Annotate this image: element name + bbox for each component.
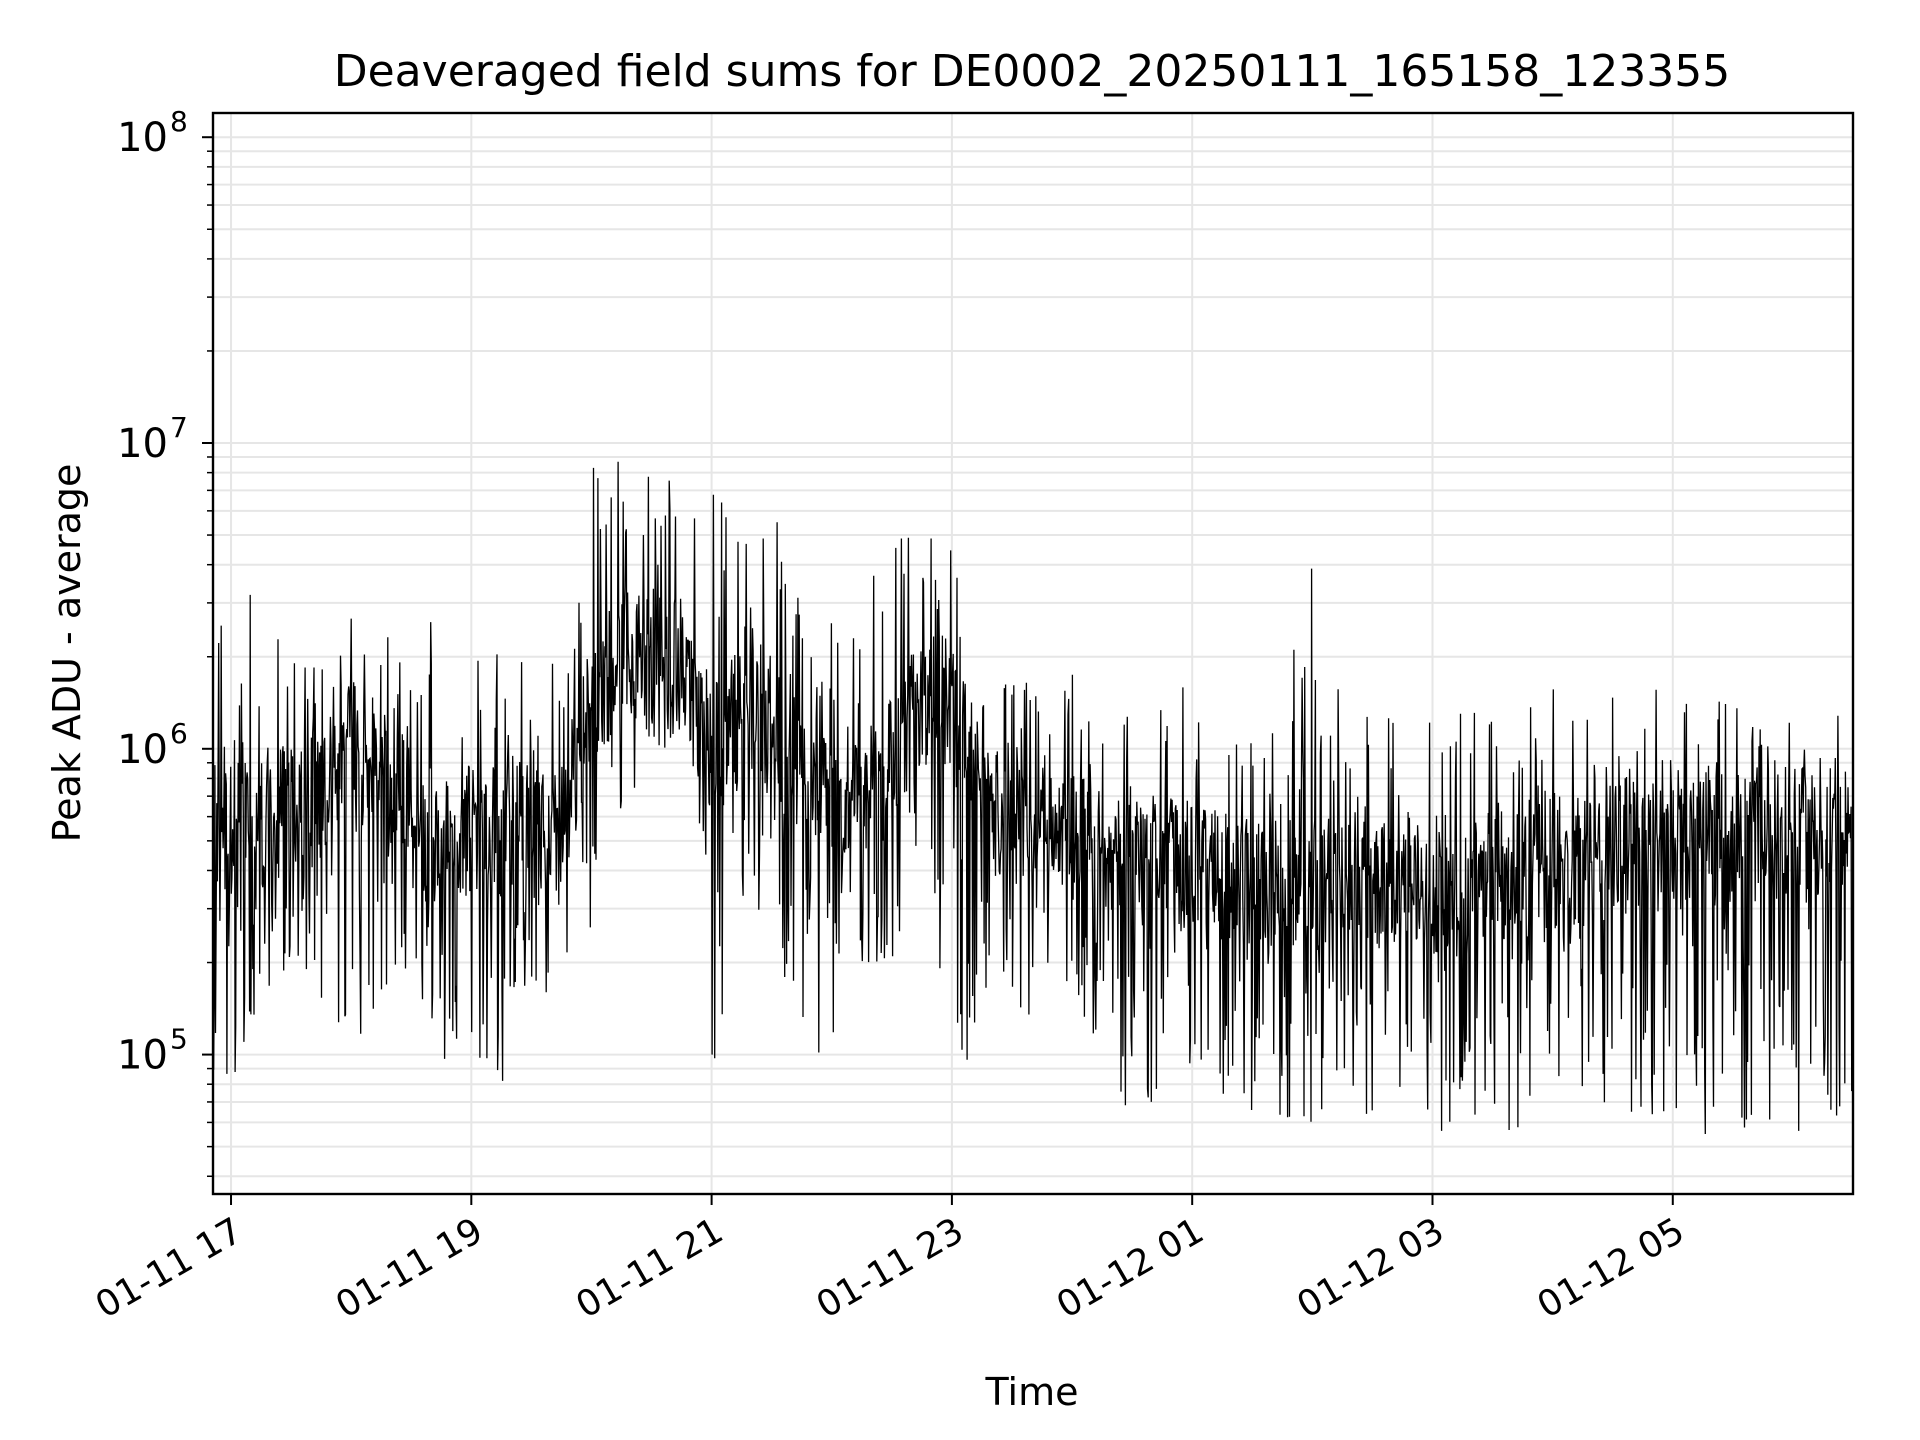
x-tick-label: 01-12 03 [1290,1210,1451,1326]
y-tick-exponent: 6 [170,717,188,750]
data-series-line [212,461,1854,1135]
x-axis-label: Time [985,1370,1079,1414]
x-tick-label: 01-11 23 [810,1210,971,1326]
chart-title: Deaveraged field sums for DE0002_2025011… [334,46,1731,97]
y-tick-label: 10 [117,421,168,467]
x-tick-label: 01-12 05 [1531,1210,1692,1326]
x-tick-label: 01-11 21 [569,1210,730,1326]
x-axis: 01-11 17 01-11 19 01-11 21 01-11 23 01-12 01… [89,1194,1691,1327]
series-line [212,461,1854,1135]
x-tick-label: 01-11 17 [89,1210,250,1326]
y-tick-label: 10 [117,1033,168,1079]
grid-lines [213,113,1853,1194]
y-tick-label: 10 [117,115,168,161]
x-tick-label: 01-11 19 [329,1210,490,1326]
y-tick-exponent: 8 [170,105,188,138]
y-tick-exponent: 5 [170,1023,188,1056]
x-tick-label: 01-12 01 [1050,1210,1211,1326]
y-tick-label: 10 [117,727,168,773]
y-tick-exponent: 7 [170,411,188,444]
plot-frame [211,111,1855,1196]
y-axis-label: Peak ADU - average [45,464,89,843]
